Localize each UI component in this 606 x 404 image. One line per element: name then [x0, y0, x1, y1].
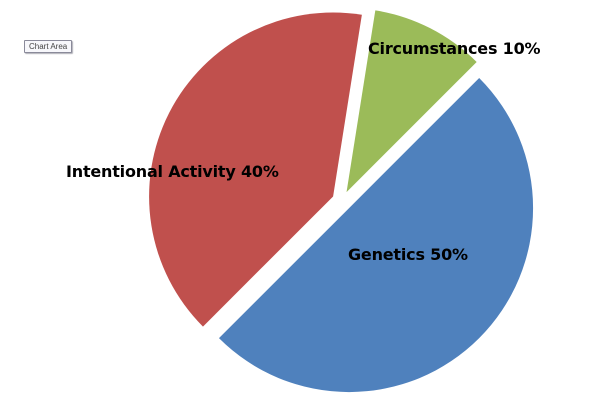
pie-slice-intentional-activity[interactable]	[149, 12, 362, 327]
pie-slice-genetics[interactable]	[218, 77, 534, 393]
slice-label-intentional-activity: Intentional Activity 40%	[66, 162, 279, 181]
chart-area-tooltip: Chart Area	[24, 40, 73, 53]
slice-label-circumstances: Circumstances 10%	[368, 39, 541, 58]
pie-slice-circumstances[interactable]	[346, 10, 477, 193]
slice-label-genetics: Genetics 50%	[348, 245, 468, 264]
